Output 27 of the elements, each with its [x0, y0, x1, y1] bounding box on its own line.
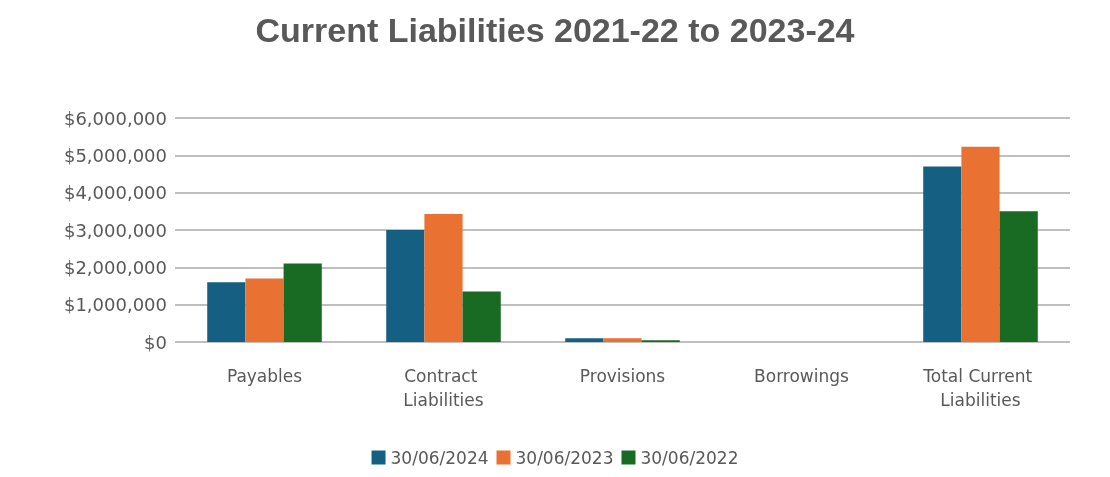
bar — [462, 291, 501, 342]
bar — [999, 211, 1038, 342]
chart-title: Current Liabilities 2021-22 to 2023-24 — [255, 11, 855, 49]
y-tick-label: $1,000,000 — [63, 294, 167, 316]
bar — [386, 230, 425, 342]
y-tick-label: $5,000,000 — [63, 144, 167, 166]
bar — [207, 282, 246, 342]
x-tick-label: Provisions — [579, 366, 666, 386]
bar — [961, 146, 1000, 342]
bar — [245, 278, 284, 342]
x-tick-label: Payables — [226, 366, 303, 386]
x-tick-label: Contract Liabilities — [403, 366, 484, 410]
y-tick-label: $3,000,000 — [63, 219, 167, 241]
bar — [424, 213, 463, 342]
legend-label: 30/06/2022 — [640, 447, 739, 468]
y-tick-label: $4,000,000 — [63, 182, 167, 204]
bar — [565, 338, 604, 342]
x-tick-label: Borrowings — [754, 366, 850, 386]
legend-label: 30/06/2023 — [515, 447, 614, 468]
y-tick-label: $2,000,000 — [63, 256, 167, 278]
bar — [923, 166, 962, 342]
x-tick-label: Total Current Liabilities — [922, 366, 1038, 410]
bar — [603, 338, 642, 342]
legend-label: 30/06/2024 — [390, 447, 489, 468]
y-tick-label: $0 — [144, 331, 167, 353]
y-tick-label: $6,000,000 — [63, 107, 167, 129]
bar — [283, 263, 322, 342]
